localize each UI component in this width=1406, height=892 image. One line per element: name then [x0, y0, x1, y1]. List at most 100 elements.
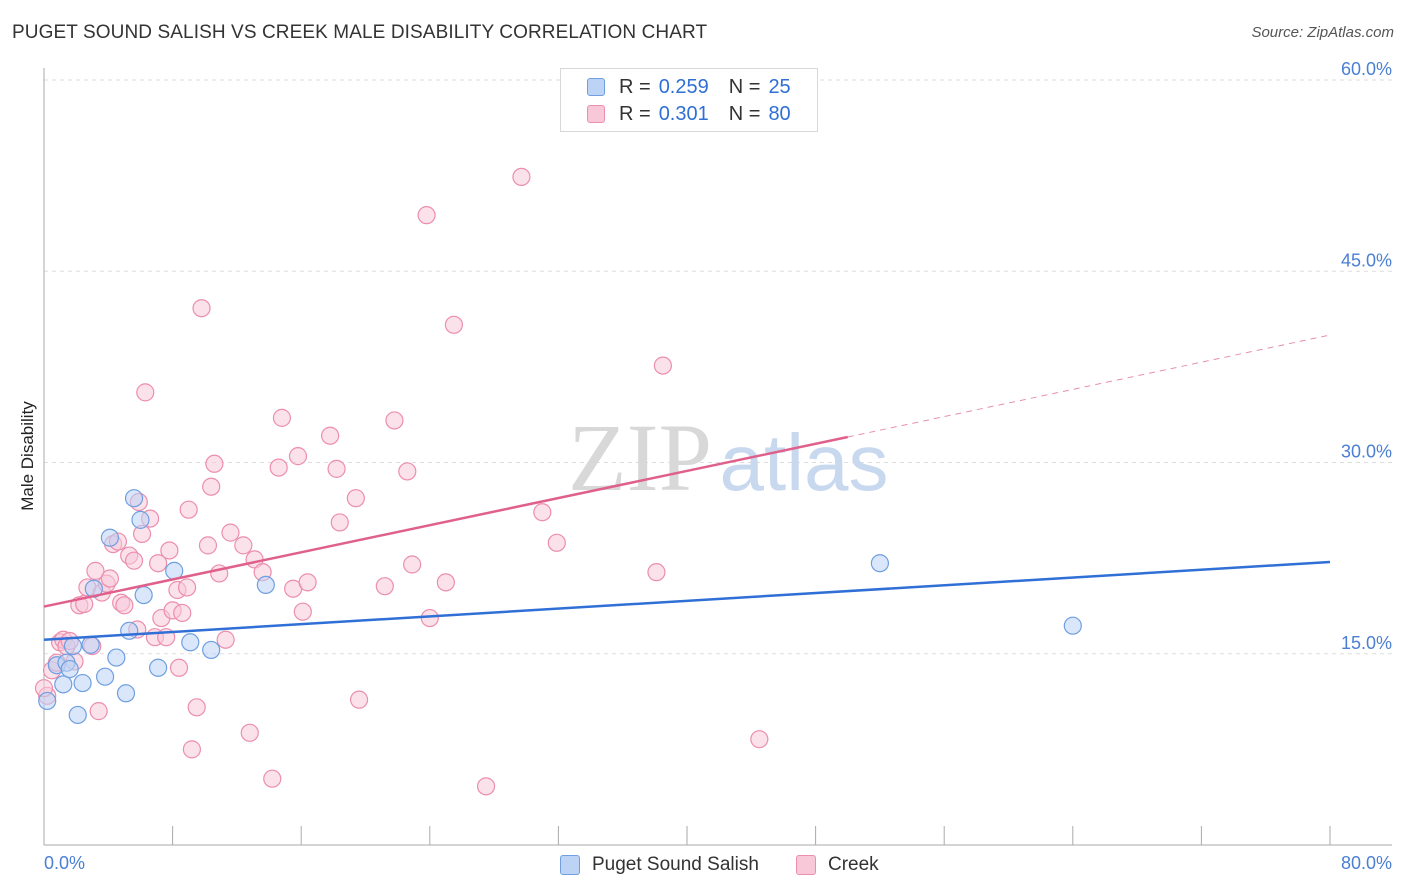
creek-point	[124, 551, 144, 570]
legend-r-value: 0.259	[658, 75, 709, 98]
puget-sound-salish-point	[134, 585, 153, 605]
axes	[43, 68, 1392, 846]
legend-row-puget-sound-salish: R = 0.259 N = 25	[587, 75, 791, 99]
puget-sound-salish-point	[120, 621, 139, 640]
creek-point	[205, 454, 224, 473]
creek-point	[234, 536, 253, 555]
creek-trend-line	[43, 435, 849, 608]
legend-swatch-blue	[587, 78, 605, 96]
legend: R = 0.259 N = 25 R = 0.301 N = 80	[560, 68, 818, 132]
creek-point	[240, 723, 259, 742]
creek-point	[512, 167, 531, 186]
source-label: Source: ZipAtlas.com	[1251, 24, 1394, 41]
creek-point	[89, 702, 108, 721]
creek-point	[263, 769, 282, 788]
watermark-atlas: atlas	[720, 418, 889, 507]
creek-trend-extension	[847, 334, 1331, 438]
puget-sound-salish-point	[38, 691, 57, 711]
puget-sound-salish-point	[81, 635, 100, 654]
creek-point	[385, 411, 404, 430]
creek-point	[547, 533, 566, 552]
bottom-legend-swatch-pink	[796, 855, 816, 875]
puget-sound-salish-point	[870, 554, 890, 573]
watermark-zip: ZIP	[568, 404, 712, 511]
creek-point	[221, 523, 240, 542]
puget-sound-salish-point	[149, 658, 168, 677]
puget-sound-salish-point	[131, 510, 150, 529]
puget-sound-salish-point	[181, 633, 200, 652]
creek-point	[198, 536, 218, 555]
creek-point	[86, 561, 105, 580]
creek-point	[417, 206, 436, 225]
puget-sound-salish-point	[95, 667, 115, 686]
puget-sound-salish-point	[124, 489, 144, 508]
creek-point	[187, 698, 206, 717]
y-tick-label: 45.0%	[1341, 250, 1392, 270]
creek-point	[444, 315, 464, 334]
creek-point	[149, 554, 168, 573]
creek-point	[136, 383, 155, 402]
legend-n-value: 80	[768, 102, 791, 125]
legend-row-creek: R = 0.301 N = 80	[587, 102, 791, 126]
creek-point	[202, 477, 221, 496]
puget-sound-salish-point	[60, 659, 79, 679]
puget-sound-salish-trend-line	[43, 560, 1331, 641]
creek-point	[182, 740, 201, 759]
bottom-legend-creek: Creek	[796, 852, 879, 878]
creek-point	[375, 577, 394, 596]
bottom-legend-swatch-blue	[560, 855, 580, 875]
creek-point	[298, 573, 317, 592]
gridlines	[44, 79, 1392, 655]
creek-point	[436, 573, 455, 592]
bottom-legend-label: Puget Sound Salish	[592, 854, 759, 875]
creek-point	[216, 630, 235, 649]
creek-point	[100, 569, 120, 588]
puget-sound-salish-point	[202, 640, 221, 660]
puget-sound-salish-point	[68, 705, 87, 725]
creek-point	[269, 458, 288, 477]
creek-point	[349, 690, 369, 709]
puget-sound-salish-point	[63, 636, 83, 656]
trend-lines	[43, 334, 1331, 641]
legend-n-label: N =	[728, 75, 761, 98]
creek-point	[321, 426, 340, 445]
puget-sound-salish-point	[1063, 616, 1082, 635]
legend-r-label: R =	[619, 102, 651, 125]
x-tick-label: 80.0%	[1341, 853, 1392, 873]
x-tick-label: 0.0%	[44, 853, 85, 873]
creek-point	[647, 563, 666, 582]
creek-point	[750, 730, 769, 749]
bottom-legend-label: Creek	[828, 854, 879, 875]
creek-point	[293, 602, 312, 621]
puget-sound-salish-point	[107, 648, 126, 667]
puget-sound-salish-point	[116, 684, 136, 703]
creek-point	[346, 489, 365, 508]
creek-point	[330, 513, 349, 532]
legend-n-label: N =	[728, 102, 761, 125]
creek-point	[327, 459, 346, 478]
legend-swatch-pink	[587, 105, 605, 123]
y-tick-label: 15.0%	[1341, 633, 1392, 653]
creek-point	[398, 462, 417, 481]
creek-point	[476, 777, 496, 796]
puget-sound-salish-point	[73, 673, 92, 693]
creek-point	[272, 408, 292, 427]
legend-r-label: R =	[619, 75, 651, 98]
legend-r-value: 0.301	[658, 102, 709, 125]
chart-title: PUGET SOUND SALISH VS CREEK MALE DISABIL…	[12, 22, 708, 43]
legend-n-value: 25	[768, 75, 791, 98]
creek-point	[653, 356, 672, 375]
y-tick-label: 30.0%	[1341, 442, 1392, 462]
tick-labels: 15.0% 30.0% 45.0% 60.0% 0.0% 80.0%	[44, 59, 1392, 873]
creek-point	[192, 299, 211, 318]
creek-point	[177, 578, 197, 597]
creek-point	[160, 541, 179, 560]
creek-point	[173, 603, 192, 623]
creek-point	[403, 555, 422, 574]
creek-point	[169, 658, 189, 677]
creek-point	[115, 596, 134, 615]
creek-point	[533, 503, 552, 522]
puget-sound-salish-point	[256, 575, 275, 595]
creek-point	[420, 608, 439, 628]
